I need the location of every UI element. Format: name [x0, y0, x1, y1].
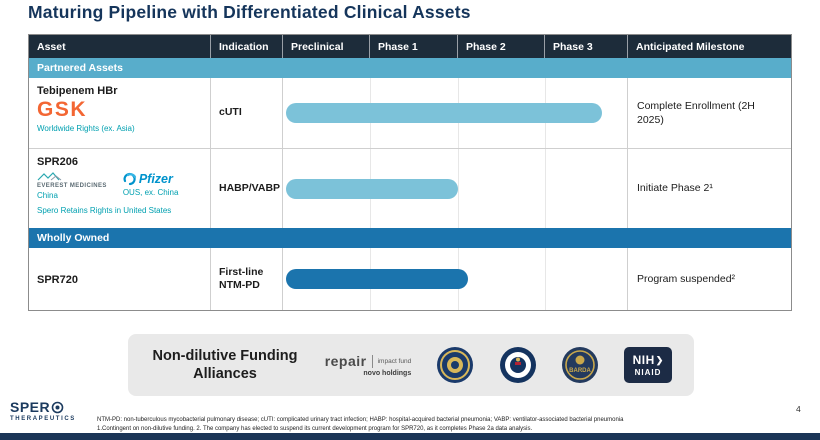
nih-tile: NIH ❯ NIAID [623, 347, 672, 383]
phase-track [283, 248, 628, 310]
spero-o-icon [51, 401, 64, 413]
niaid-label: NIAID [634, 368, 662, 377]
milestone-cell: Program suspended² [637, 272, 736, 285]
novo-holdings-label: novo holdings [363, 370, 412, 377]
indication-cell: HABP/VABP [211, 149, 283, 228]
milestone-cell: Initiate Phase 2¹ [637, 182, 713, 195]
table-header-row: Asset Indication Preclinical Phase 1 Pha… [29, 35, 791, 58]
section-band-wholly-owned: Wholly Owned [29, 228, 791, 248]
asset-name: SPR720 [37, 274, 78, 286]
footnote-numbered: 1.Contingent on non-dilutive funding. 2.… [97, 426, 533, 433]
table-row-tebipenem: Tebipenem HBr GSK Worldwide Rights (ex. … [29, 78, 791, 148]
spero-therapeutics-logo: SPER THERAPEUTICS [10, 399, 76, 422]
phase-track [283, 149, 628, 228]
phase-track [283, 78, 628, 148]
pipeline-bar-spr720 [286, 269, 469, 289]
page-number: 4 [796, 404, 801, 414]
column-header-indication: Indication [211, 35, 283, 58]
asset-name: SPR206 [37, 156, 78, 168]
therapeutics-label: THERAPEUTICS [10, 416, 76, 422]
partner-logos: EVEREST MEDICINES China Pfizer OUS, ex. … [37, 172, 202, 201]
footnote-abbreviations: NTM-PD: non-tuberculous mycobacterial pu… [97, 417, 624, 423]
territory-china: China [37, 191, 58, 200]
milestone-cell: Complete Enrollment (2H 2025) [637, 99, 755, 126]
territory-ous: OUS, ex. China [122, 188, 179, 197]
barda-seal-icon: BARDA [562, 347, 599, 383]
pfizer-block: Pfizer OUS, ex. China [123, 172, 179, 198]
nih-wordmark: NIH [632, 353, 655, 367]
column-header-preclinical: Preclinical [283, 35, 370, 58]
pfizer-ribbon-icon [123, 172, 136, 186]
section-band-partnered-assets: Partnered Assets [29, 58, 791, 78]
everest-medicines-logo: EVEREST MEDICINES [37, 183, 107, 189]
government-seal-2-icon [499, 347, 536, 383]
asset-name: Tebipenem HBr [37, 85, 118, 97]
column-header-asset: Asset [29, 35, 211, 58]
pipeline-table: Asset Indication Preclinical Phase 1 Pha… [28, 34, 792, 311]
everest-mountains-icon [37, 172, 62, 181]
spero-wordmark: SPER [10, 399, 51, 415]
footnotes: NTM-PD: non-tuberculous mycobacterial pu… [97, 416, 737, 435]
pipeline-bar-tebipenem [286, 103, 603, 123]
table-row-spr720: SPR720 First-line NTM-PD Program suspend… [29, 248, 791, 310]
nih-arrow-icon: ❯ [655, 354, 664, 365]
repair-impact-fund-logo: repair impact fund novo holdings [325, 353, 412, 377]
everest-medicines-block: EVEREST MEDICINES China [37, 172, 107, 201]
column-header-phase2: Phase 2 [458, 35, 545, 58]
indication-cell: cUTI [211, 78, 283, 148]
rights-note: Worldwide Rights (ex. Asia) [37, 124, 135, 134]
column-header-phase3: Phase 3 [545, 35, 628, 58]
funding-title: Non-dilutive Funding Alliances [152, 347, 298, 382]
indication-cell: First-line NTM-PD [211, 248, 283, 310]
pipeline-bar-spr206 [286, 178, 458, 199]
nih-niaid-logo: NIH ❯ NIAID [623, 347, 672, 383]
impact-fund-label: impact fund [377, 357, 412, 365]
column-header-milestone: Anticipated Milestone [636, 40, 745, 53]
svg-text:BARDA: BARDA [569, 368, 591, 374]
asset-cell-spr720: SPR720 [29, 248, 211, 310]
repair-wordmark: repair [324, 353, 367, 369]
gsk-logo: GSK [37, 98, 88, 121]
divider [371, 354, 373, 368]
table-row-spr206: SPR206 EVEREST MEDICINES China [29, 148, 791, 228]
bottom-accent-bar [0, 433, 820, 440]
funding-alliances-box: Non-dilutive Funding Alliances repair im… [128, 334, 694, 396]
column-header-phase1: Phase 1 [370, 35, 458, 58]
asset-cell-spr206: SPR206 EVEREST MEDICINES China [29, 149, 211, 228]
asset-cell-tebipenem: Tebipenem HBr GSK Worldwide Rights (ex. … [29, 78, 211, 148]
government-seal-1-icon [436, 347, 473, 383]
page-title: Maturing Pipeline with Differentiated Cl… [28, 2, 471, 22]
pfizer-logo: Pfizer [138, 172, 173, 186]
rights-note: Spero Retains Rights in United States [37, 206, 172, 216]
